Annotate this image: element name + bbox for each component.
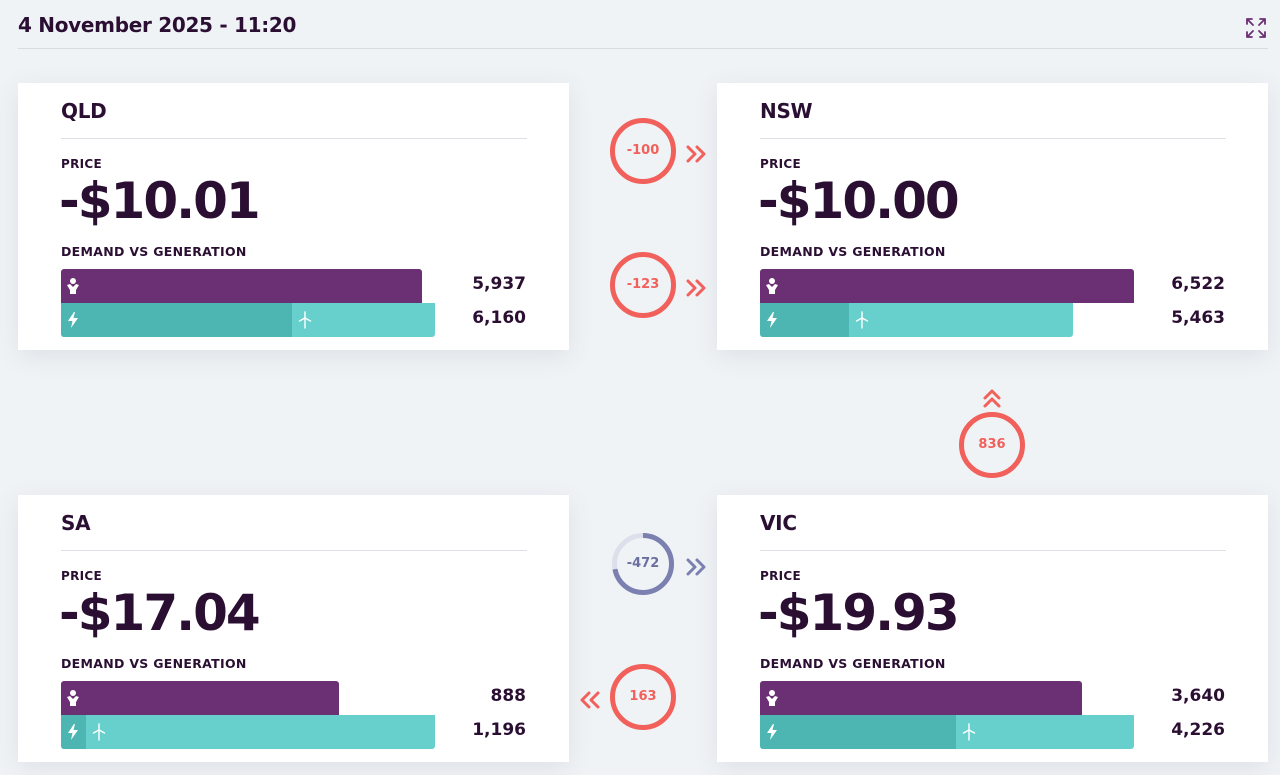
expand-icon[interactable] xyxy=(1244,16,1268,40)
region-name: QLD xyxy=(61,99,107,123)
region-card-vic: VIC PRICE -$19.93 DEMAND VS GENERATION 3… xyxy=(717,495,1268,762)
flow-ring xyxy=(610,252,676,318)
price-value: -$10.00 xyxy=(758,172,960,230)
divider xyxy=(61,138,527,139)
region-card-nsw: NSW PRICE -$10.00 DEMAND VS GENERATION 6… xyxy=(717,83,1268,350)
flow-sa-vic-2: 163 xyxy=(610,664,676,730)
demand-vs-generation-label: DEMAND VS GENERATION xyxy=(61,656,247,671)
demand-vs-generation-label: DEMAND VS GENERATION xyxy=(760,244,946,259)
wind-turbine-icon xyxy=(90,723,108,741)
double-chevron-right-icon xyxy=(684,276,708,300)
solar-generation-bar-fill xyxy=(61,303,292,337)
flow-value: -100 xyxy=(626,143,660,158)
flow-value: 836 xyxy=(978,437,1006,452)
region-card-qld: QLD PRICE -$10.01 DEMAND VS GENERATION 5… xyxy=(18,83,569,350)
double-chevron-right-icon xyxy=(684,555,708,579)
generation-value: 1,196 xyxy=(472,720,526,740)
flow-ring xyxy=(612,533,674,595)
demand-bar xyxy=(760,269,1134,303)
flow-qld-nsw-2: -123 xyxy=(610,252,676,318)
region-name: SA xyxy=(61,511,91,535)
demand-person-icon xyxy=(763,277,781,295)
datetime-title: 4 November 2025 - 11:20 xyxy=(18,13,297,37)
double-chevron-right-icon xyxy=(684,142,708,166)
solar-generation-bar-fill xyxy=(760,715,956,749)
region-name: VIC xyxy=(760,511,797,535)
demand-bar xyxy=(61,269,435,303)
double-chevron-up-icon xyxy=(980,386,1004,410)
region-card-sa: SA PRICE -$17.04 DEMAND VS GENERATION 88… xyxy=(18,495,569,762)
demand-value: 3,640 xyxy=(1171,686,1225,706)
demand-vs-generation-label: DEMAND VS GENERATION xyxy=(61,244,247,259)
flow-vic-nsw: 836 xyxy=(959,412,1025,478)
price-label: PRICE xyxy=(760,157,802,171)
wind-turbine-icon xyxy=(296,311,314,329)
generation-value: 6,160 xyxy=(472,308,526,328)
demand-bar-fill xyxy=(760,681,1082,715)
demand-bar-fill xyxy=(61,681,339,715)
generation-bar xyxy=(760,303,1134,337)
demand-vs-generation-label: DEMAND VS GENERATION xyxy=(760,656,946,671)
wind-turbine-icon xyxy=(853,311,871,329)
divider xyxy=(61,550,527,551)
divider xyxy=(760,550,1226,551)
demand-person-icon xyxy=(64,689,82,707)
flow-ring xyxy=(610,664,676,730)
generation-bar xyxy=(61,715,435,749)
flow-qld-nsw-1: -100 xyxy=(610,118,676,184)
generation-bar-fill xyxy=(61,715,435,749)
price-value: -$19.93 xyxy=(758,584,960,642)
double-chevron-left-icon xyxy=(578,688,602,712)
price-label: PRICE xyxy=(61,157,103,171)
demand-bar xyxy=(760,681,1134,715)
lightning-icon xyxy=(763,311,781,329)
demand-bar-fill xyxy=(760,269,1134,303)
divider xyxy=(760,138,1226,139)
price-label: PRICE xyxy=(760,569,802,583)
lightning-icon xyxy=(64,723,82,741)
generation-value: 5,463 xyxy=(1171,308,1225,328)
price-value: -$17.04 xyxy=(59,584,261,642)
flow-ring xyxy=(610,118,676,184)
demand-person-icon xyxy=(763,689,781,707)
lightning-icon xyxy=(64,311,82,329)
flow-value: 163 xyxy=(629,689,657,704)
flow-sa-vic-1: -472 xyxy=(610,531,676,597)
demand-value: 6,522 xyxy=(1171,274,1225,294)
demand-value: 888 xyxy=(490,686,527,706)
lightning-icon xyxy=(763,723,781,741)
price-label: PRICE xyxy=(61,569,103,583)
demand-bar-fill xyxy=(61,269,422,303)
generation-bar xyxy=(760,715,1134,749)
generation-value: 4,226 xyxy=(1171,720,1225,740)
flow-value: -472 xyxy=(626,556,660,571)
demand-value: 5,937 xyxy=(472,274,526,294)
demand-bar xyxy=(61,681,435,715)
header: 4 November 2025 - 11:20 xyxy=(18,0,1268,49)
demand-person-icon xyxy=(64,277,82,295)
region-name: NSW xyxy=(760,99,813,123)
flow-value: -123 xyxy=(626,277,660,292)
generation-bar xyxy=(61,303,435,337)
price-value: -$10.01 xyxy=(59,172,261,230)
flow-ring xyxy=(959,412,1025,478)
wind-turbine-icon xyxy=(960,723,978,741)
